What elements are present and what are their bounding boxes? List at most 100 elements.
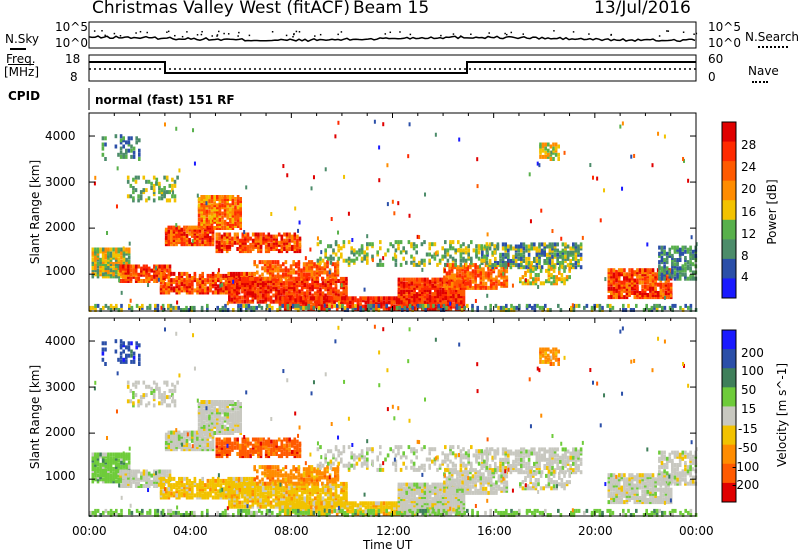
- power-cell: [535, 259, 539, 263]
- power-speckle: [603, 188, 606, 193]
- velocity-cell: [180, 481, 184, 485]
- power-cell: [325, 308, 329, 312]
- power-cell: [577, 244, 580, 249]
- power-speckle: [297, 228, 300, 233]
- power-cell: [691, 253, 695, 258]
- power-cell: [104, 259, 108, 264]
- power-cell: [366, 254, 369, 259]
- power-cell: [152, 188, 156, 193]
- power-cell: [271, 270, 275, 275]
- power-cell: [307, 300, 310, 305]
- velocity-cell: [231, 441, 234, 446]
- power-cell: [96, 251, 100, 256]
- power-cell: [223, 240, 226, 245]
- velocity-cell: [112, 452, 115, 457]
- power-cell: [676, 272, 679, 277]
- power-cell: [122, 253, 126, 258]
- power-cell: [501, 252, 505, 257]
- power-cell: [163, 175, 166, 180]
- velocity-cell: [229, 412, 232, 417]
- power-cell: [552, 279, 556, 284]
- power-cell: [153, 279, 156, 283]
- beam-title: Beam 15: [353, 0, 430, 18]
- power-cell: [427, 303, 430, 308]
- power-cell: [551, 261, 554, 265]
- power-cell: [124, 270, 128, 275]
- power-cell: [193, 225, 197, 230]
- velocity-cell: [119, 484, 122, 488]
- power-cell: [308, 264, 311, 269]
- power-cell: [252, 305, 256, 310]
- power-cell: [274, 293, 278, 298]
- power-speckle: [115, 204, 118, 209]
- power-cell: [225, 247, 229, 251]
- power-cell: [612, 280, 616, 285]
- power-cell: [114, 134, 118, 139]
- power-cell: [541, 154, 545, 159]
- power-cell: [282, 287, 286, 292]
- velocity-cell: [122, 458, 126, 463]
- power-cell: [636, 288, 639, 293]
- power-cell: [203, 209, 206, 214]
- power-cell: [439, 296, 442, 301]
- velocity-cell: [228, 437, 232, 442]
- power-cell: [198, 284, 202, 289]
- power-cell: [308, 272, 311, 277]
- power-cell: [476, 283, 480, 288]
- power-cell: [347, 260, 351, 265]
- power-cell: [159, 276, 163, 280]
- power-cell: [316, 260, 320, 265]
- power-cell: [269, 287, 273, 292]
- power-cell: [514, 248, 518, 253]
- velocity-cell: [175, 445, 178, 450]
- velocity-cell: [125, 462, 128, 467]
- velocity-cell: [177, 430, 181, 435]
- power-cell: [393, 300, 396, 305]
- power-cell: [546, 256, 549, 261]
- power-cell: [203, 195, 206, 199]
- power-cell: [266, 264, 269, 269]
- power-cell: [145, 274, 148, 279]
- power-cell: [642, 308, 646, 312]
- power-cell: [444, 254, 447, 259]
- power-cell: [219, 273, 223, 278]
- power-cell: [175, 284, 178, 289]
- power-speckle: [528, 172, 531, 177]
- power-cell: [499, 308, 503, 312]
- power-cell: [297, 272, 301, 277]
- power-cell: [558, 266, 561, 271]
- power-cell: [449, 262, 452, 267]
- power-speckle: [619, 124, 622, 129]
- power-cell: [342, 258, 346, 263]
- nsearch-point: [293, 33, 295, 36]
- power-cell: [167, 225, 171, 230]
- power-cell: [153, 272, 156, 277]
- velocity-cell: [222, 481, 225, 485]
- velocity-cell: [170, 487, 173, 492]
- power-cell: [654, 291, 657, 295]
- power-cell: [112, 253, 115, 258]
- power-cell: [329, 287, 333, 292]
- power-cell: [272, 279, 275, 283]
- power-cell: [424, 308, 427, 312]
- power-cell: [366, 260, 369, 265]
- power-cell: [159, 286, 163, 291]
- velocity-cell: [96, 479, 100, 484]
- power-cell: [343, 308, 347, 312]
- velocity-heatmap: [89, 324, 698, 517]
- power-cell: [522, 259, 526, 263]
- velocity-cell: [213, 406, 216, 411]
- power-cell: [107, 266, 110, 271]
- power-cell: [541, 308, 544, 312]
- power-cell: [462, 294, 466, 299]
- power-cell: [520, 265, 523, 270]
- power-cell: [104, 136, 107, 141]
- power-cell: [431, 294, 434, 299]
- velocity-cell: [213, 422, 216, 427]
- power-cell: [262, 240, 265, 245]
- power-cell: [590, 308, 594, 312]
- power-cell: [502, 265, 506, 270]
- power-cell: [555, 275, 558, 280]
- power-cell: [325, 300, 329, 305]
- power-cell: [449, 279, 453, 284]
